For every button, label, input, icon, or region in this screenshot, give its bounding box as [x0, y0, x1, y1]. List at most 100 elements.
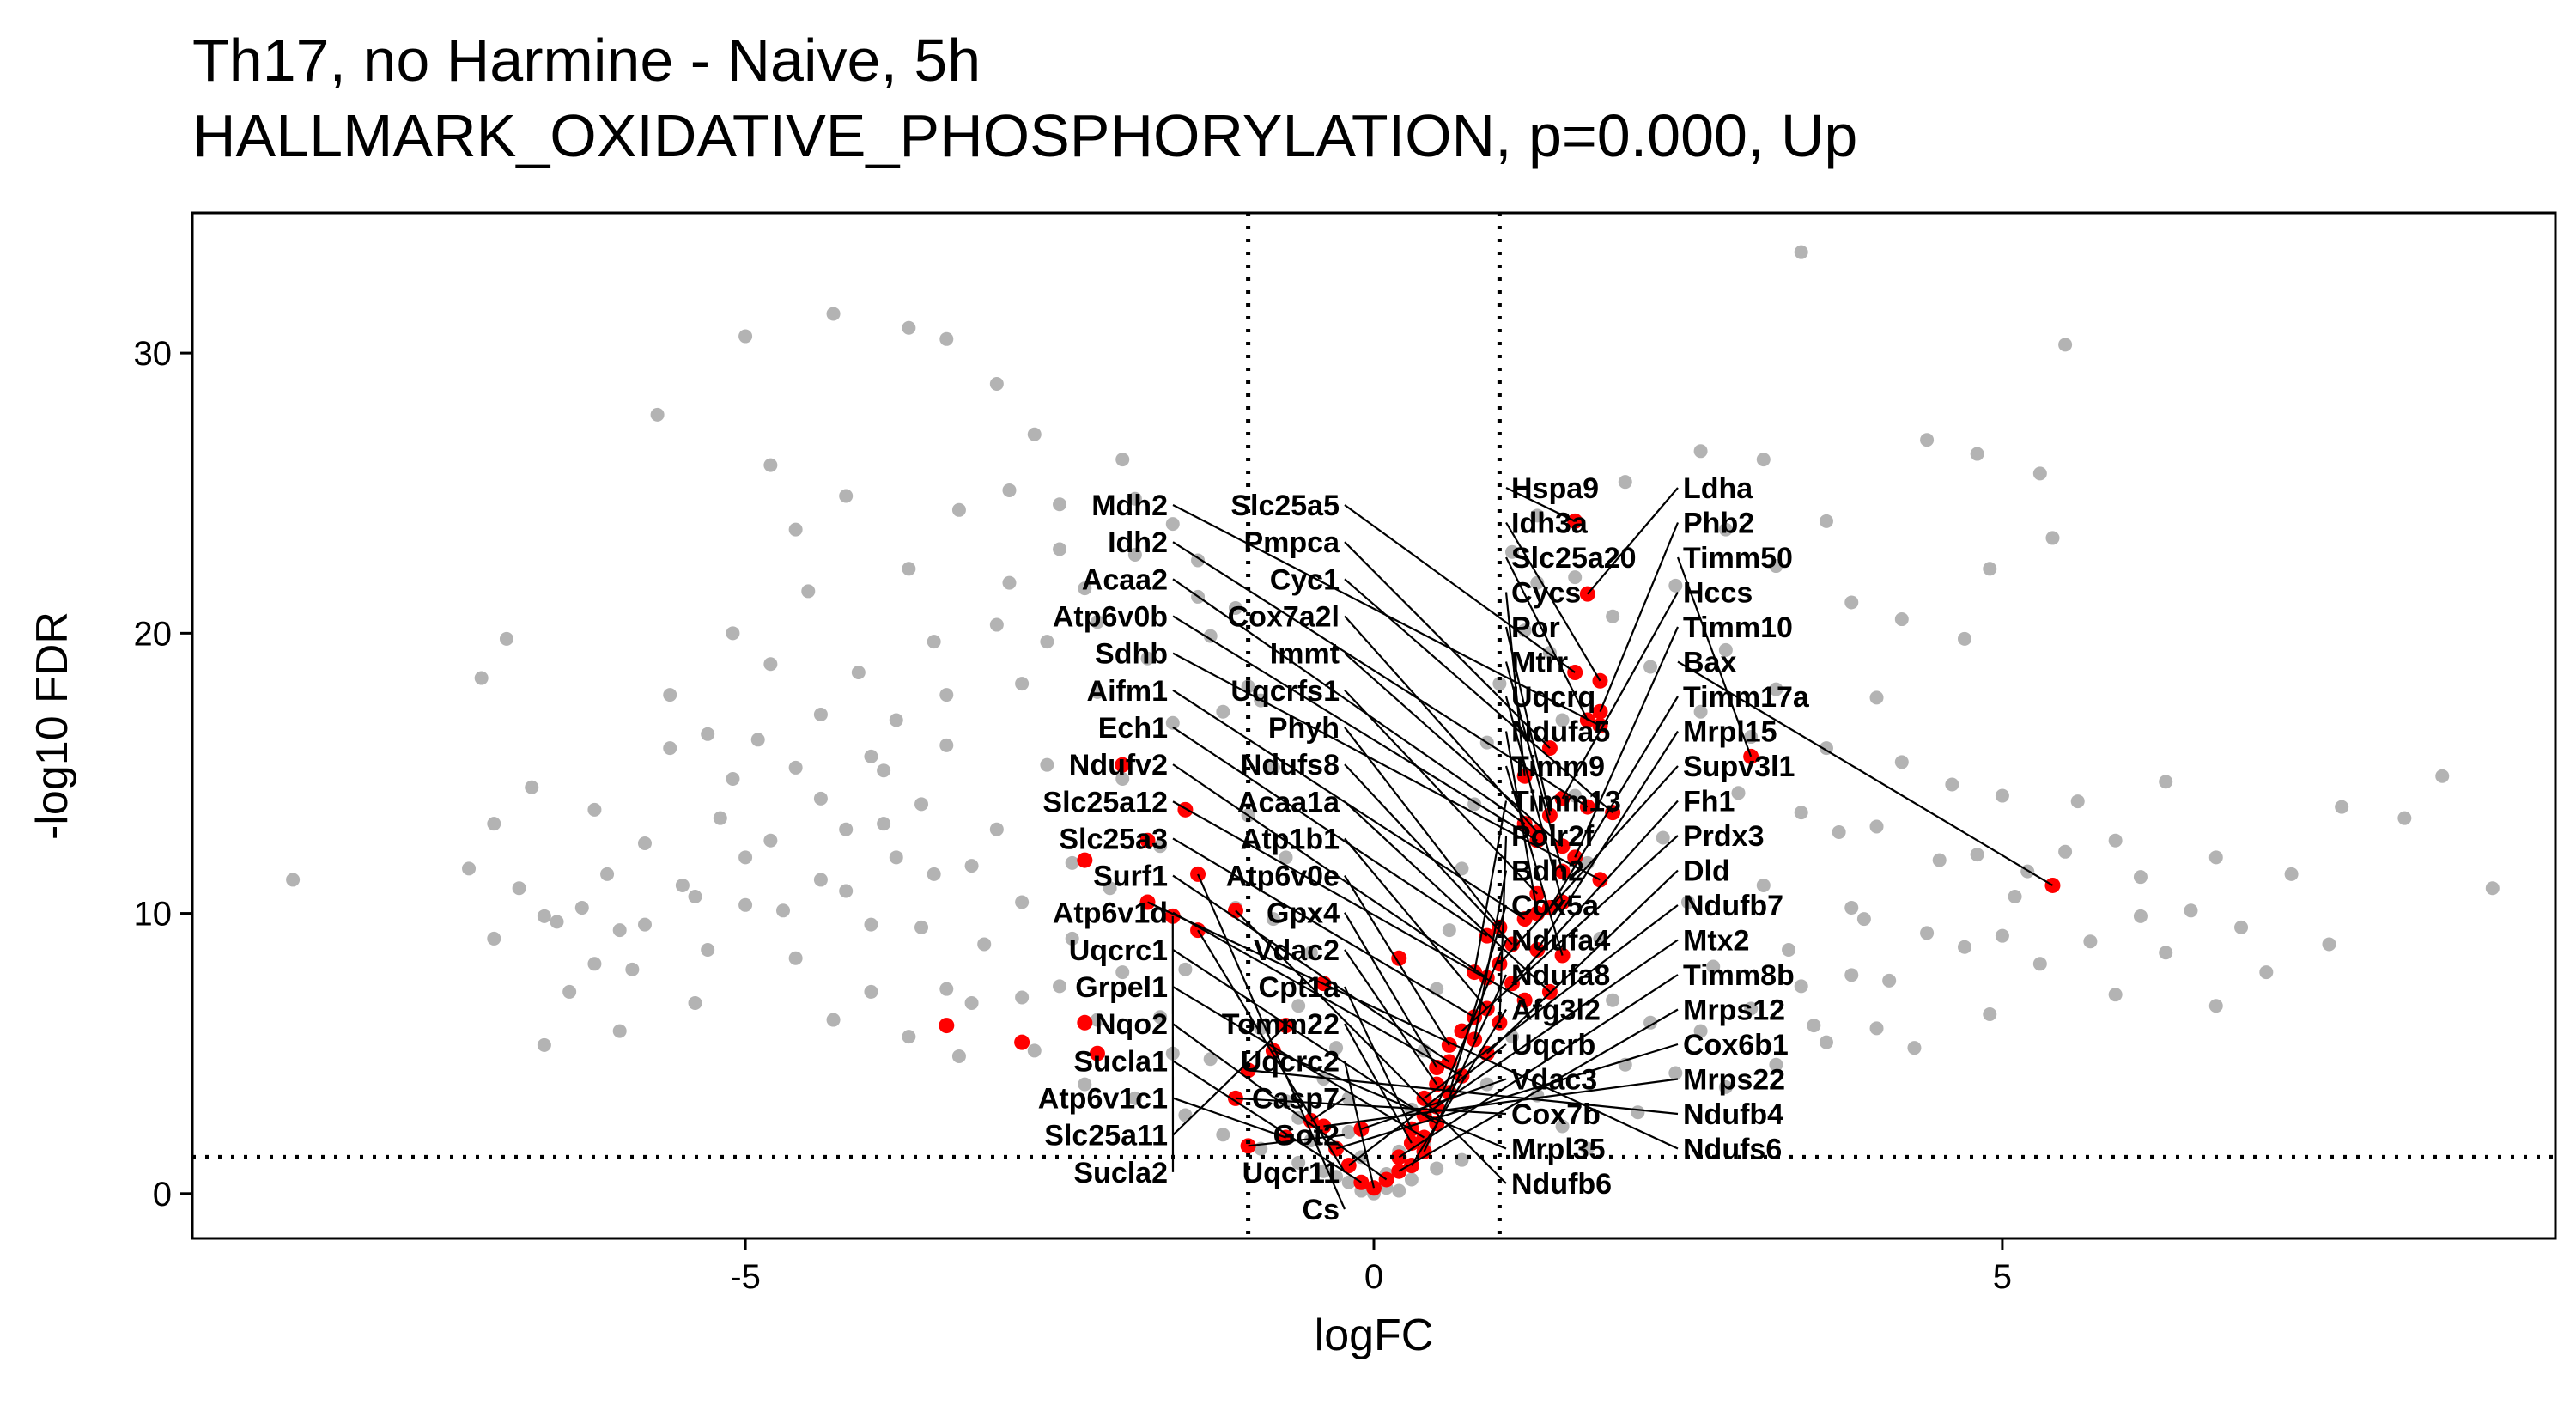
gene-label: Casp7	[1252, 1083, 1340, 1116]
background-point	[1656, 830, 1670, 845]
label-leader-line	[1235, 909, 1507, 1184]
background-point	[788, 760, 803, 775]
gene-label: Cs	[1303, 1194, 1340, 1226]
background-point	[2032, 957, 2047, 971]
gene-label: Atp6v1c1	[1038, 1083, 1168, 1116]
gene-label: Atp6v0e	[1226, 861, 1340, 893]
x-axis-label: logFC	[1315, 1311, 1434, 1360]
background-point	[637, 836, 652, 851]
label-leader-line	[1498, 835, 1508, 1023]
background-point	[2259, 965, 2274, 980]
background-point	[537, 1037, 551, 1052]
background-point	[750, 733, 765, 747]
gene-label: Surf1	[1093, 861, 1168, 893]
background-point	[2322, 937, 2336, 952]
gene-label: Timm17a	[1683, 681, 1810, 714]
background-point	[1718, 522, 1733, 537]
background-point	[1530, 508, 1545, 523]
background-point	[2083, 934, 2098, 949]
background-point	[1668, 578, 1683, 593]
background-point	[977, 937, 992, 952]
background-point	[851, 666, 866, 680]
label-leader-line	[1398, 974, 1679, 1159]
gene-label: Acaa2	[1082, 563, 1168, 596]
label-leader-line	[1599, 522, 1680, 713]
label-leader-line	[1344, 837, 1488, 1010]
gene-label: Slc25a3	[1059, 823, 1168, 855]
background-point	[738, 897, 753, 912]
background-point	[1002, 575, 1017, 590]
background-point	[1090, 615, 1104, 629]
label-leader-line	[1235, 1097, 1507, 1116]
background-point	[1995, 788, 2009, 803]
background-point	[951, 502, 966, 517]
background-point	[1718, 642, 1733, 657]
background-point	[776, 903, 790, 918]
background-point	[1002, 483, 1017, 497]
label-leader-line	[1344, 986, 1413, 1130]
gene-label: Hspa9	[1511, 472, 1599, 505]
background-point	[1844, 595, 1859, 610]
label-leader-line	[1172, 1060, 1362, 1183]
background-point	[1555, 713, 1570, 727]
gene-label: Pmpca	[1244, 526, 1341, 559]
gene-label: Sucla2	[1073, 1157, 1168, 1189]
gene-label: Gpx4	[1267, 897, 1340, 930]
background-point	[989, 377, 1004, 391]
background-point	[1932, 853, 1947, 867]
label-leader-line	[1172, 615, 1538, 842]
background-point	[1807, 1019, 1821, 1033]
label-leader-line	[1248, 1069, 1679, 1116]
background-point	[574, 901, 589, 915]
background-point	[1040, 757, 1054, 772]
background-point	[1555, 1119, 1570, 1134]
background-point	[1894, 612, 1909, 627]
gene-label: Mrpl35	[1511, 1134, 1606, 1166]
label-leader-line	[1423, 904, 1679, 1099]
highlight-point	[1391, 950, 1407, 966]
background-point	[1053, 542, 1067, 556]
background-point	[1329, 1041, 1344, 1055]
background-point	[1103, 881, 1117, 896]
background-point	[1115, 965, 1130, 980]
chart-title: Th17, no Harmine - Naive, 5h	[192, 27, 981, 94]
background-point	[2159, 775, 2173, 789]
highlight-point	[1139, 832, 1156, 848]
label-leader-line	[1505, 556, 1589, 721]
gene-label: Uqcrfs1	[1230, 675, 1340, 708]
background-point	[1782, 942, 1796, 957]
label-leader-line	[1310, 1097, 1346, 1122]
label-leader-line	[1344, 727, 1501, 928]
background-point	[1266, 912, 1280, 927]
y-tick-label: 20	[134, 615, 173, 653]
gene-label: Prdx3	[1683, 820, 1765, 853]
background-point	[1769, 682, 1783, 696]
background-point	[1442, 923, 1456, 938]
label-leader-line	[1504, 765, 1564, 956]
gene-label: Ndufb7	[1683, 890, 1783, 922]
gene-label: Idh3a	[1511, 508, 1589, 540]
background-point	[1303, 1133, 1318, 1147]
y-tick-label: 0	[153, 1176, 172, 1213]
highlight-point	[1077, 852, 1093, 868]
gene-label: Ndufv2	[1069, 749, 1168, 781]
background-point	[1958, 631, 1971, 646]
background-point	[1856, 912, 1871, 927]
gene-label: Timm9	[1511, 751, 1605, 783]
background-point	[902, 320, 916, 335]
background-point	[902, 562, 916, 576]
background-point	[1680, 895, 1695, 909]
background-point	[1844, 968, 1859, 982]
label-leader-line	[1423, 939, 1679, 1116]
background-point	[512, 881, 526, 896]
gene-label: Idh2	[1108, 526, 1168, 559]
gene-label: Uqcr11	[1242, 1157, 1340, 1189]
label-leader-line	[1172, 800, 1526, 1001]
gene-label: Cox7b	[1511, 1098, 1601, 1131]
background-point	[1631, 1105, 1645, 1120]
label-leader-line	[1587, 487, 1679, 595]
background-point	[1505, 544, 1520, 559]
label-leader-line	[1172, 1097, 1286, 1139]
